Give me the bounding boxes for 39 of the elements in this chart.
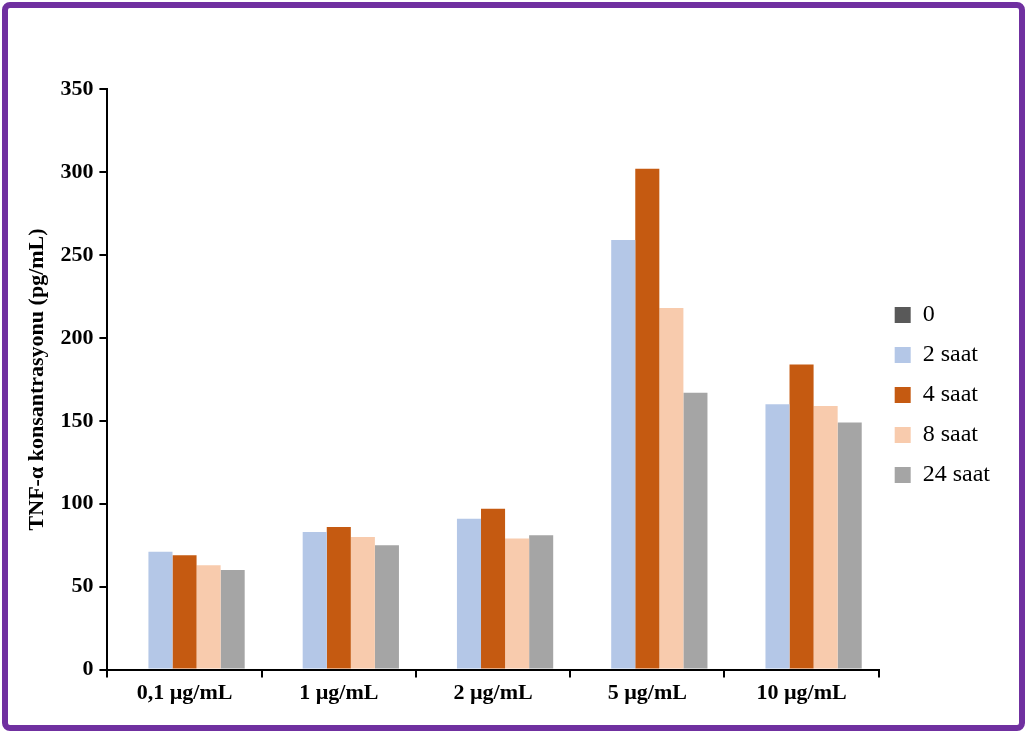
bar	[683, 392, 708, 669]
bar	[529, 535, 554, 669]
bar	[837, 422, 862, 669]
bar	[635, 168, 660, 669]
bar	[789, 364, 814, 669]
y-tick-label: 350	[60, 74, 94, 100]
bar	[765, 404, 790, 669]
bar	[456, 518, 482, 669]
y-tick-label: 100	[60, 489, 94, 515]
bar	[196, 565, 221, 669]
x-tick-label: 5 µg/mL	[607, 679, 687, 705]
y-tick-label: 150	[60, 406, 94, 432]
y-axis-title: TNF-α konsantrasyonu (pg/mL)	[22, 228, 48, 531]
bar	[148, 551, 173, 669]
bar	[172, 555, 197, 669]
x-tick-label: 10 µg/mL	[756, 679, 847, 705]
y-tick-label: 0	[82, 655, 94, 681]
legend-label: 0	[922, 300, 935, 327]
x-tick-label: 2 µg/mL	[453, 679, 533, 705]
bar	[220, 570, 245, 669]
bar	[813, 405, 838, 669]
x-tick-label: 1 µg/mL	[299, 679, 379, 705]
bar	[611, 240, 636, 669]
bar	[302, 531, 327, 669]
legend-label: 24 saat	[922, 460, 991, 487]
legend-label: 2 saat	[922, 340, 979, 367]
bar	[481, 508, 506, 669]
legend-label: 4 saat	[922, 380, 979, 407]
x-tick-label: 0,1 µg/mL	[136, 679, 233, 705]
bar	[505, 538, 530, 669]
legend-label: 8 saat	[922, 420, 979, 447]
bar	[374, 545, 399, 669]
y-tick-label: 300	[60, 157, 94, 183]
y-tick-label: 250	[60, 240, 94, 266]
bar	[659, 308, 684, 669]
bar	[350, 536, 375, 669]
y-tick-label: 200	[60, 323, 94, 349]
bar	[326, 526, 351, 669]
y-tick-label: 50	[71, 572, 94, 598]
